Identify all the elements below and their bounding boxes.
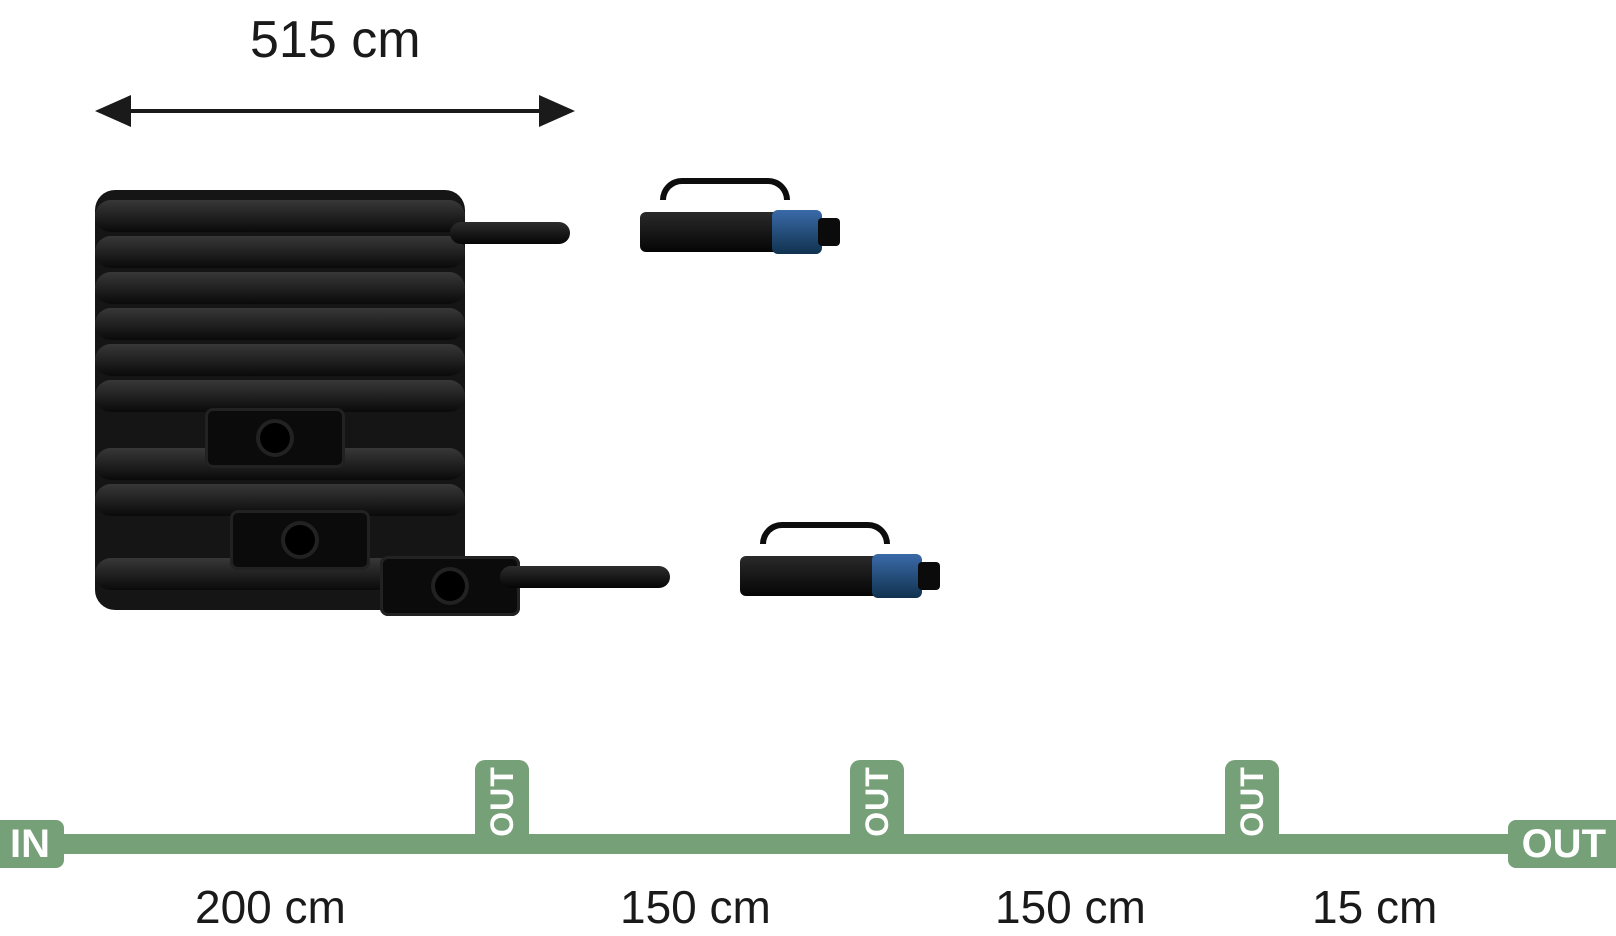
coil-ridge xyxy=(95,308,465,340)
t-connector-nub xyxy=(260,423,290,453)
schematic-out-tab: OUT xyxy=(475,760,529,842)
connector-ring xyxy=(772,210,822,254)
schematic-out-tab: OUT xyxy=(850,760,904,842)
schematic-out-label: OUT xyxy=(484,766,521,837)
length-arrow xyxy=(95,95,575,125)
t-connector xyxy=(205,408,345,468)
segment-length: 15 cm xyxy=(1312,880,1437,934)
t-connector xyxy=(230,510,370,570)
segment-length: 150 cm xyxy=(995,880,1146,934)
t-connector-nub xyxy=(285,525,315,555)
connector-body xyxy=(740,556,880,596)
arrow-right-head xyxy=(539,95,575,127)
schematic-out-label: OUT xyxy=(1234,766,1271,837)
schematic-bar xyxy=(0,834,1616,854)
coil-ridge xyxy=(95,344,465,376)
connector-ring xyxy=(872,554,922,598)
length-schematic: IN OUT OUT OUT OUT xyxy=(0,820,1616,868)
segment-length: 150 cm xyxy=(620,880,771,934)
t-connector xyxy=(380,556,520,616)
cable-connector xyxy=(540,200,840,260)
connector-cap-icon xyxy=(760,522,890,544)
connector-cap-icon xyxy=(660,178,790,200)
connector-tip xyxy=(918,562,940,590)
t-connector-nub xyxy=(435,571,465,601)
segment-length: 200 cm xyxy=(195,880,346,934)
cable-lead xyxy=(500,566,670,588)
cable-connector xyxy=(640,544,940,604)
schematic-out-label: OUT xyxy=(859,766,896,837)
schematic-out-tab: OUT xyxy=(1225,760,1279,842)
schematic-out-end: OUT xyxy=(1508,820,1616,868)
coil-ridge xyxy=(95,236,465,268)
total-length-label: 515 cm xyxy=(250,10,421,70)
coil-ridge xyxy=(95,272,465,304)
connector-tip xyxy=(818,218,840,246)
coil-ridge xyxy=(95,200,465,232)
connector-body xyxy=(640,212,780,252)
cable-coil xyxy=(95,190,465,610)
arrow-line xyxy=(115,109,555,113)
schematic-in-label: IN xyxy=(0,820,64,868)
cable-lead xyxy=(450,222,570,244)
